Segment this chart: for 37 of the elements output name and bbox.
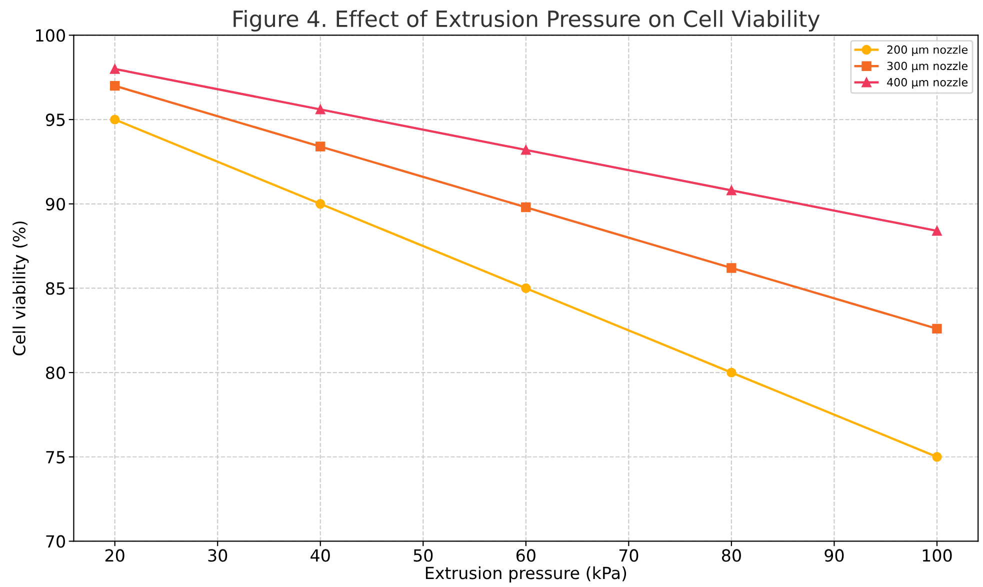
point (726, 186, 736, 196)
point (726, 263, 736, 273)
x-tick-label: 100 (922, 549, 952, 562)
x-tick-label: 30 (208, 549, 228, 562)
point (110, 114, 120, 124)
legend-label: 300 μm nozzle (887, 62, 968, 72)
y-tick-label: 80 (46, 366, 65, 380)
x-tick-label: 70 (619, 549, 638, 562)
legend-label: 400 μm nozzle (887, 78, 968, 89)
y-tick-label: 100 (36, 29, 65, 42)
point (521, 202, 531, 212)
y-axis-title: Cell viability (%) (12, 222, 29, 356)
x-tick-label: 40 (310, 549, 330, 562)
point (110, 64, 120, 74)
point (726, 368, 736, 378)
y-tick-label: 75 (46, 451, 65, 464)
point (521, 145, 531, 155)
chart-title: Figure 4. Effect of Extrusion Pressure on Cell Viability (234, 10, 820, 32)
point (932, 226, 942, 236)
y-tick-label: 70 (46, 535, 65, 548)
x-tick-label: 80 (722, 549, 741, 562)
y-tick-label: 90 (46, 198, 65, 210)
x-axis-title: Extrusion pressure (kPa) (426, 566, 626, 582)
x-tick-label: 50 (414, 549, 433, 562)
point (521, 283, 531, 294)
y-tick-label: 85 (46, 282, 65, 295)
point (316, 142, 326, 152)
point (316, 104, 326, 114)
point (110, 80, 120, 91)
legend-label: 200 μm nozzle (887, 45, 968, 56)
x-tick-label: 20 (105, 549, 124, 562)
y-tick-label: 95 (46, 114, 65, 126)
x-tick-label: 60 (516, 549, 536, 562)
point (316, 199, 326, 209)
x-tick-label: 90 (824, 549, 844, 562)
point (932, 452, 942, 462)
point (932, 324, 942, 334)
